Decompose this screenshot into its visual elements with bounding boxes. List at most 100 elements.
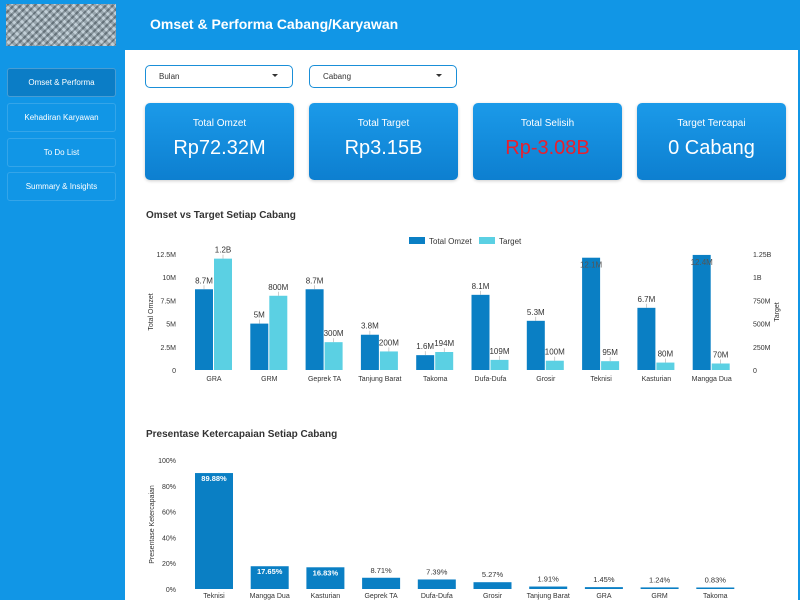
y2-axis-label: Target xyxy=(774,302,781,322)
branch-dropdown[interactable]: Cabang xyxy=(309,65,457,88)
x-tick-label: Takoma xyxy=(423,376,448,383)
kpi-card-total-target: Total Target Rp3.15B xyxy=(309,103,458,180)
presentase-chart: 0% 20% 40% 60% 80% 100% Presentase Ketercapaia… xyxy=(149,458,735,600)
page-header: Omset & Performa Cabang/Karyawan xyxy=(125,0,800,50)
data-label-presentase: 7.39% xyxy=(426,567,448,576)
sidebar-item-summary-insights[interactable]: Summary & Insights xyxy=(7,172,116,201)
y-tick-label: 12.5M xyxy=(157,252,177,259)
bar-presentase xyxy=(195,473,233,589)
bar-omzet xyxy=(637,307,656,370)
x-tick-label: Grosir xyxy=(483,593,503,600)
data-label-omzet: 12.4M xyxy=(691,258,714,267)
data-label-omzet: 8.1M xyxy=(472,282,490,291)
branch-dropdown-value: Cabang xyxy=(323,72,352,81)
sidebar-item-to-do-list[interactable]: To Do List xyxy=(7,138,116,167)
bar-omzet xyxy=(360,334,379,370)
x-tick-label: Tanjung Barat xyxy=(358,376,401,383)
data-label-target: 300M xyxy=(324,329,344,338)
bar-omzet xyxy=(692,254,711,370)
y-tick-label: 0% xyxy=(166,587,176,594)
y2-tick-label: 250M xyxy=(753,345,771,352)
y-tick-label: 60% xyxy=(162,510,176,517)
bar-omzet xyxy=(416,355,435,370)
x-tick-label: Takoma xyxy=(703,593,728,600)
sidebar-item-kehadiran-karyawan[interactable]: Kehadiran Karyawan xyxy=(7,103,116,132)
sidebar-item-omset-performa[interactable]: Omset & Performa xyxy=(7,68,116,97)
y-tick-label: 80% xyxy=(162,484,176,491)
data-label-presentase: 1.91% xyxy=(538,575,560,584)
bar-target xyxy=(269,295,288,370)
x-tick-label: Geprek TA xyxy=(364,593,398,600)
bar-presentase xyxy=(306,567,345,589)
y-tick-label: 100% xyxy=(158,458,176,465)
y-tick-label: 40% xyxy=(162,535,176,542)
kpi-card-total-omzet: Total Omzet Rp72.32M xyxy=(145,103,294,180)
data-label-target: 80M xyxy=(658,350,674,359)
bar-presentase xyxy=(529,586,568,589)
bar-presentase xyxy=(473,582,512,589)
data-label-target: 200M xyxy=(379,338,399,347)
bar-target xyxy=(711,363,730,370)
data-label-presentase: 16.83% xyxy=(313,568,339,577)
kpi-label: Target Tercapai xyxy=(677,118,746,129)
data-label-presentase: 17.65% xyxy=(257,567,283,576)
data-label-presentase: 1.45% xyxy=(593,575,615,584)
data-label-omzet: 8.7M xyxy=(195,276,213,285)
legend-label-target: Target xyxy=(499,237,522,246)
data-label-presentase: 1.24% xyxy=(649,575,671,584)
x-tick-label: GRM xyxy=(651,593,668,600)
data-label-target: 70M xyxy=(713,351,729,360)
month-dropdown[interactable]: Bulan xyxy=(145,65,293,88)
bar-presentase xyxy=(584,587,623,589)
data-label-presentase: 5.27% xyxy=(482,570,504,579)
bar-target xyxy=(214,258,232,370)
data-label-omzet: 12.1M xyxy=(580,261,603,270)
y-tick-label: 10M xyxy=(162,275,176,282)
y-tick-label: 5M xyxy=(166,322,176,329)
data-label-target: 800M xyxy=(268,283,288,292)
kpi-label: Total Omzet xyxy=(192,118,247,129)
data-label-omzet: 1.6M xyxy=(416,342,434,351)
kpi-card-total-selisih: Total Selisih Rp-3.08B xyxy=(473,103,622,180)
data-label-omzet: 8.7M xyxy=(306,276,324,285)
y-tick-label: 2.5M xyxy=(160,345,176,352)
x-tick-label: Teknisi xyxy=(590,376,612,383)
bar-target xyxy=(656,362,675,370)
kpi-value: Rp3.15B xyxy=(344,137,423,159)
bar-omzet xyxy=(526,320,545,370)
chevron-down-icon xyxy=(436,74,442,77)
x-tick-label: Grosir xyxy=(536,376,556,383)
bar-target xyxy=(490,359,509,370)
legend-swatch-target xyxy=(479,237,495,244)
kpi-label: Total Target xyxy=(357,118,410,129)
x-tick-label: GRA xyxy=(596,593,612,600)
y2-tick-label: 500M xyxy=(753,322,771,329)
kpi-value: Rp-3.08B xyxy=(505,137,590,159)
data-label-target: 194M xyxy=(434,339,454,348)
y2-tick-label: 750M xyxy=(753,298,771,305)
y2-tick-label: 1.25B xyxy=(753,252,772,259)
x-tick-label: Kasturian xyxy=(642,376,672,383)
x-tick-label: Teknisi xyxy=(203,593,225,600)
data-label-omzet: 3.8M xyxy=(361,322,379,331)
omset-vs-target-chart: Total Omzet Target 0 2.5M 5M 7.5M 10M 12.5M 0 250… xyxy=(148,237,781,383)
x-tick-label: Geprek TA xyxy=(308,376,342,383)
company-logo xyxy=(6,4,116,46)
x-tick-label: GRM xyxy=(261,376,278,383)
month-dropdown-value: Bulan xyxy=(159,72,180,81)
bar-omzet xyxy=(471,294,490,370)
x-tick-label: GRA xyxy=(206,376,222,383)
x-tick-label: Dufa-Dufa xyxy=(475,376,507,383)
data-label-omzet: 5.3M xyxy=(527,308,545,317)
x-tick-label: Mangga Dua xyxy=(692,376,732,383)
y2-tick-label: 1B xyxy=(753,275,762,282)
bar-presentase xyxy=(640,587,679,589)
data-label-presentase: 8.71% xyxy=(370,566,392,575)
kpi-card-target-tercapai: Target Tercapai 0 Cabang xyxy=(637,103,786,180)
kpi-label: Total Selisih xyxy=(520,118,575,129)
y-axis-label: Total Omzet xyxy=(148,293,155,330)
x-tick-label: Tanjung Barat xyxy=(527,593,570,600)
bar-omzet xyxy=(305,289,324,370)
chart-title-omset-vs-target: Omset vs Target Setiap Cabang xyxy=(146,210,296,221)
chevron-down-icon xyxy=(272,74,278,77)
